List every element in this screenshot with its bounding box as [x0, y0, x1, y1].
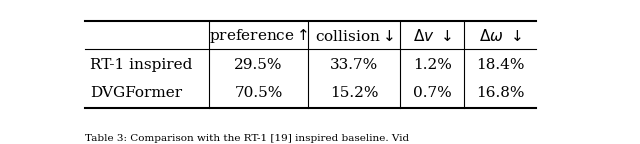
- Text: 29.5%: 29.5%: [234, 58, 283, 72]
- Text: collision$\downarrow$: collision$\downarrow$: [315, 29, 394, 44]
- Text: 1.2%: 1.2%: [413, 58, 452, 72]
- Text: $\Delta\omega\ \downarrow$: $\Delta\omega\ \downarrow$: [479, 28, 522, 44]
- Text: RT-1 inspired: RT-1 inspired: [90, 58, 192, 72]
- Text: $\Delta v\ \downarrow$: $\Delta v\ \downarrow$: [413, 28, 452, 44]
- Text: Table 3: Comparison with the RT-1 [19] inspired baseline. Vid: Table 3: Comparison with the RT-1 [19] i…: [85, 134, 409, 143]
- Text: preference$\uparrow$: preference$\uparrow$: [209, 27, 308, 45]
- Text: 15.2%: 15.2%: [330, 86, 378, 100]
- Text: 70.5%: 70.5%: [234, 86, 283, 100]
- Text: DVGFormer: DVGFormer: [90, 86, 182, 100]
- Text: 33.7%: 33.7%: [330, 58, 378, 72]
- Text: 18.4%: 18.4%: [476, 58, 525, 72]
- Text: 16.8%: 16.8%: [476, 86, 525, 100]
- Text: 0.7%: 0.7%: [413, 86, 452, 100]
